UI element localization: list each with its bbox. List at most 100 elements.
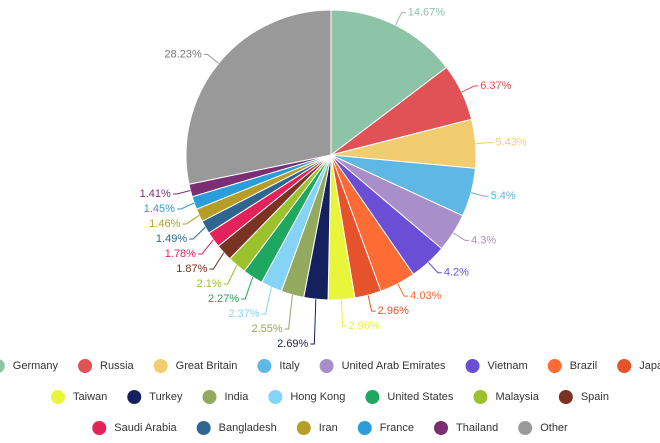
legend-item[interactable]: United Arab Emirates	[319, 359, 446, 373]
leader-line	[223, 265, 238, 285]
legend-swatch	[78, 359, 93, 373]
leader-line	[310, 299, 317, 345]
legend-item[interactable]: Iran	[296, 421, 338, 435]
data-label: 5.4%	[491, 190, 516, 202]
data-label: 2.55%	[251, 323, 282, 335]
leader-line	[176, 202, 195, 210]
leader-line	[182, 214, 200, 225]
data-label: 1.78%	[165, 248, 196, 260]
legend-swatch	[473, 390, 488, 404]
legend-swatch	[617, 359, 632, 373]
legend-swatch	[357, 421, 372, 435]
legend-swatch	[518, 421, 533, 435]
leader-line	[241, 276, 254, 300]
legend-label: Great Britain	[176, 360, 238, 372]
legend-item[interactable]: Turkey	[127, 390, 183, 404]
legend-item[interactable]: Thailand	[434, 421, 498, 435]
legend-label: Italy	[279, 360, 300, 372]
data-label: 6.37%	[480, 80, 511, 92]
legend-label: Iran	[319, 422, 338, 434]
legend-label: Saudi Arabia	[114, 422, 177, 434]
leader-line	[470, 192, 489, 197]
legend-item[interactable]: Spain	[558, 390, 609, 404]
data-label: 2.69%	[277, 338, 308, 350]
data-label: 28.23%	[164, 48, 202, 60]
legend-swatch	[434, 421, 448, 435]
data-label: 2.96%	[378, 305, 409, 317]
leader-line	[341, 299, 347, 327]
legend-row: Taiwan Turkey India Hong Kong United States M…	[51, 390, 609, 404]
legend-item[interactable]: Other	[518, 421, 568, 435]
legend-item[interactable]: Malaysia	[473, 390, 540, 404]
data-label: 1.87%	[176, 263, 207, 275]
legend-label: Japan	[639, 360, 660, 372]
legend-swatch	[257, 359, 272, 373]
leader-line	[261, 287, 272, 315]
legend-item[interactable]: Russia	[78, 359, 135, 373]
legend-item[interactable]: Japan	[617, 359, 660, 373]
legend-item[interactable]: United States	[365, 390, 454, 404]
legend-label: Taiwan	[73, 391, 107, 403]
data-label: 1.46%	[149, 218, 180, 230]
legend-swatch	[465, 359, 480, 373]
legend-row: Germany Russia Great Britain Italy United Ar…	[0, 359, 660, 373]
legend-label: Vietnam	[488, 360, 528, 372]
pie-slice	[185, 9, 332, 185]
legend-swatch	[365, 390, 380, 404]
legend-swatch	[558, 390, 573, 404]
legend-item[interactable]: Germany	[0, 359, 59, 373]
leader-line	[203, 54, 219, 64]
legend-label: United Arab Emirates	[342, 360, 446, 372]
legend-item[interactable]: Saudi Arabia	[92, 421, 178, 435]
legend-item[interactable]: Italy	[257, 359, 300, 373]
data-label: 2.96%	[349, 320, 380, 332]
legend-item[interactable]: Vietnam	[465, 359, 528, 373]
legend-swatch	[202, 390, 217, 404]
legend-label: Bangladesh	[219, 422, 277, 434]
legend-label: Brazil	[570, 360, 598, 372]
leader-line	[453, 232, 470, 241]
legend-label: Spain	[581, 391, 609, 403]
legend-label: Russia	[100, 360, 135, 372]
legend-swatch	[296, 421, 311, 435]
legend-item[interactable]: India	[202, 390, 249, 404]
leader-line	[172, 190, 191, 195]
data-label: 2.27%	[208, 293, 239, 305]
data-label: 1.45%	[144, 203, 175, 215]
data-label: 4.03%	[410, 290, 441, 302]
legend-swatch	[153, 359, 168, 373]
legend-swatch	[51, 390, 66, 404]
legend-item[interactable]: Brazil	[547, 359, 598, 373]
leader-line	[189, 226, 206, 240]
leader-line	[461, 85, 479, 93]
legend-label: Turkey	[149, 391, 183, 403]
legend-label: United States	[387, 391, 454, 403]
legend-swatch	[547, 359, 562, 373]
data-label: 2.1%	[197, 278, 222, 290]
data-label: 4.3%	[471, 234, 496, 246]
legend-swatch	[0, 359, 5, 373]
legend-item[interactable]: Taiwan	[51, 390, 107, 404]
legend-item[interactable]: France	[357, 421, 414, 435]
legend-label: Germany	[13, 360, 59, 372]
legend-swatch	[319, 359, 334, 373]
legend-label: Thailand	[456, 422, 498, 434]
legend-label: Other	[540, 422, 568, 434]
leader-line	[284, 294, 293, 330]
legend-swatch	[92, 421, 107, 435]
leader-line	[395, 12, 406, 26]
leader-line	[367, 295, 376, 312]
data-label: 4.2%	[444, 267, 469, 279]
legend-row: Saudi Arabia Bangladesh Iran France Thailand…	[92, 421, 568, 435]
leader-line	[209, 252, 225, 270]
leader-line	[197, 239, 214, 255]
data-label: 14.67%	[408, 6, 446, 18]
legend-item[interactable]: Bangladesh	[196, 421, 277, 435]
legend-item[interactable]: Hong Kong	[268, 390, 345, 404]
legend-item[interactable]: Great Britain	[153, 359, 238, 373]
legend-label: India	[224, 391, 249, 403]
data-label: 1.49%	[156, 233, 187, 245]
data-label: 1.41%	[140, 188, 171, 200]
legend-label: France	[380, 422, 414, 434]
